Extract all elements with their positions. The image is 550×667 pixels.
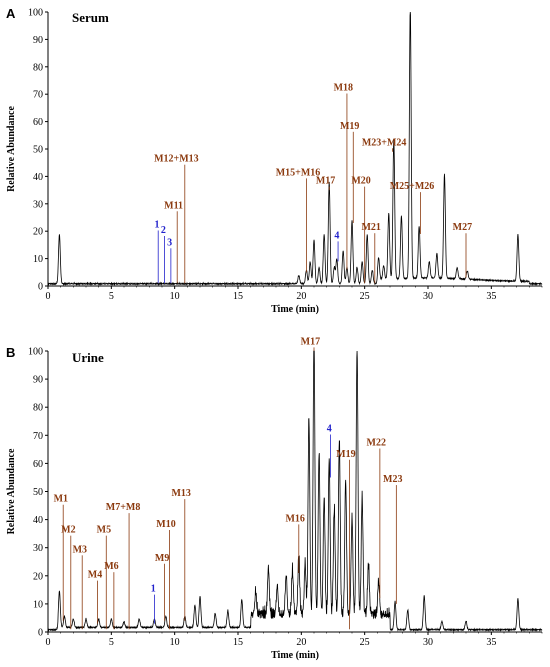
annotation-label: 4: [327, 423, 332, 434]
x-axis-label: Time (min): [271, 650, 319, 661]
x-tick-label: 35: [486, 637, 496, 648]
annotation-label: M10: [156, 519, 175, 530]
x-axis-label: Time (min): [271, 304, 319, 315]
annotation-label: M12+M13: [154, 154, 199, 165]
x-tick-label: 15: [233, 291, 243, 302]
annotation-label: M13: [171, 488, 190, 499]
x-tick-label: 5: [109, 291, 114, 302]
annotation-label: M1: [54, 494, 68, 505]
annotation-label: M23: [383, 474, 402, 485]
annotation-label: M20: [351, 176, 370, 187]
y-tick-label: 60: [33, 459, 43, 470]
y-tick-label: 80: [33, 403, 43, 414]
y-axis-label: Relative Abundance: [6, 448, 17, 534]
y-tick-label: 0: [38, 628, 43, 639]
x-tick-label: 35: [486, 291, 496, 302]
chromatogram-trace: [47, 350, 543, 632]
annotation-label: M3: [73, 544, 87, 555]
annotation-label: 1: [155, 219, 160, 230]
x-tick-label: 5: [109, 637, 114, 648]
annotation-label: M27: [453, 222, 472, 233]
x-tick-label: 20: [296, 291, 306, 302]
annotation-label: M11: [164, 200, 183, 211]
chromatogram-trace: [47, 11, 543, 286]
y-tick-label: 80: [33, 62, 43, 73]
annotation-label: M7+M8: [106, 502, 141, 513]
x-tick-label: 10: [170, 637, 180, 648]
y-tick-label: 70: [33, 90, 43, 101]
x-tick-label: 25: [360, 291, 370, 302]
y-tick-label: 30: [33, 199, 43, 210]
x-tick-label: 10: [170, 291, 180, 302]
y-tick-label: 20: [33, 571, 43, 582]
annotation-label: M21: [361, 222, 380, 233]
y-tick-label: 100: [28, 347, 43, 358]
annotation-label: M5: [97, 525, 111, 536]
annotation-label: 1: [151, 584, 156, 595]
annotation-label: M18: [334, 82, 353, 93]
annotation-label: M23+M24: [362, 137, 407, 148]
panel-serum: A Serum 0 10 20 30 40 50 60 70 80 90 100 0 5 10 15 20 25 30…: [6, 6, 543, 315]
annotation-label: M4: [88, 570, 102, 581]
y-tick-label: 40: [33, 515, 43, 526]
y-tick-label: 10: [33, 599, 43, 610]
panel-title: Serum: [72, 10, 109, 25]
x-tick-label: 25: [360, 637, 370, 648]
y-tick-label: 90: [33, 375, 43, 386]
y-tick-label: 30: [33, 543, 43, 554]
annotation-label: M6: [104, 561, 118, 572]
x-tick-label: 30: [423, 291, 433, 302]
annotation-label: M22: [367, 438, 386, 449]
panel-urine: B Urine 0 10 20 30 40 50 60 70 80 90 100 0 5 10 15 20 25 30…: [6, 336, 543, 661]
y-tick-label: 0: [38, 282, 43, 293]
x-tick-label: 30: [423, 637, 433, 648]
x-tick-label: 20: [296, 637, 306, 648]
y-tick-label: 10: [33, 254, 43, 265]
annotation-label: M17: [301, 336, 320, 347]
y-axis-label: Relative Abundance: [6, 106, 17, 192]
panel-letter: B: [6, 345, 15, 360]
y-tick-label: 70: [33, 431, 43, 442]
y-tick-label: 50: [33, 145, 43, 156]
y-tick-label: 90: [33, 35, 43, 46]
y-tick-label: 50: [33, 487, 43, 498]
y-tick-label: 40: [33, 172, 43, 183]
annotation-label: M2: [61, 525, 75, 536]
x-tick-label: 0: [46, 291, 51, 302]
annotation-label: 4: [334, 230, 339, 241]
annotation-label: M19: [336, 449, 355, 460]
x-tick-label: 15: [233, 637, 243, 648]
annotation-label: M19: [340, 121, 359, 132]
annotation-label: M16: [285, 513, 304, 524]
annotation-label: 3: [167, 237, 172, 248]
annotation-label: M15+M16: [276, 167, 321, 178]
annotation-label: M9: [155, 553, 169, 564]
annotation-label: M25+M26: [390, 181, 435, 192]
y-tick-label: 60: [33, 117, 43, 128]
x-tick-label: 0: [46, 637, 51, 648]
y-tick-label: 20: [33, 227, 43, 238]
y-tick-label: 100: [28, 8, 43, 19]
panel-title: Urine: [72, 350, 104, 365]
annotation-label: 2: [161, 225, 166, 236]
annotation-label: M17: [316, 176, 335, 187]
panel-letter: A: [6, 6, 16, 21]
